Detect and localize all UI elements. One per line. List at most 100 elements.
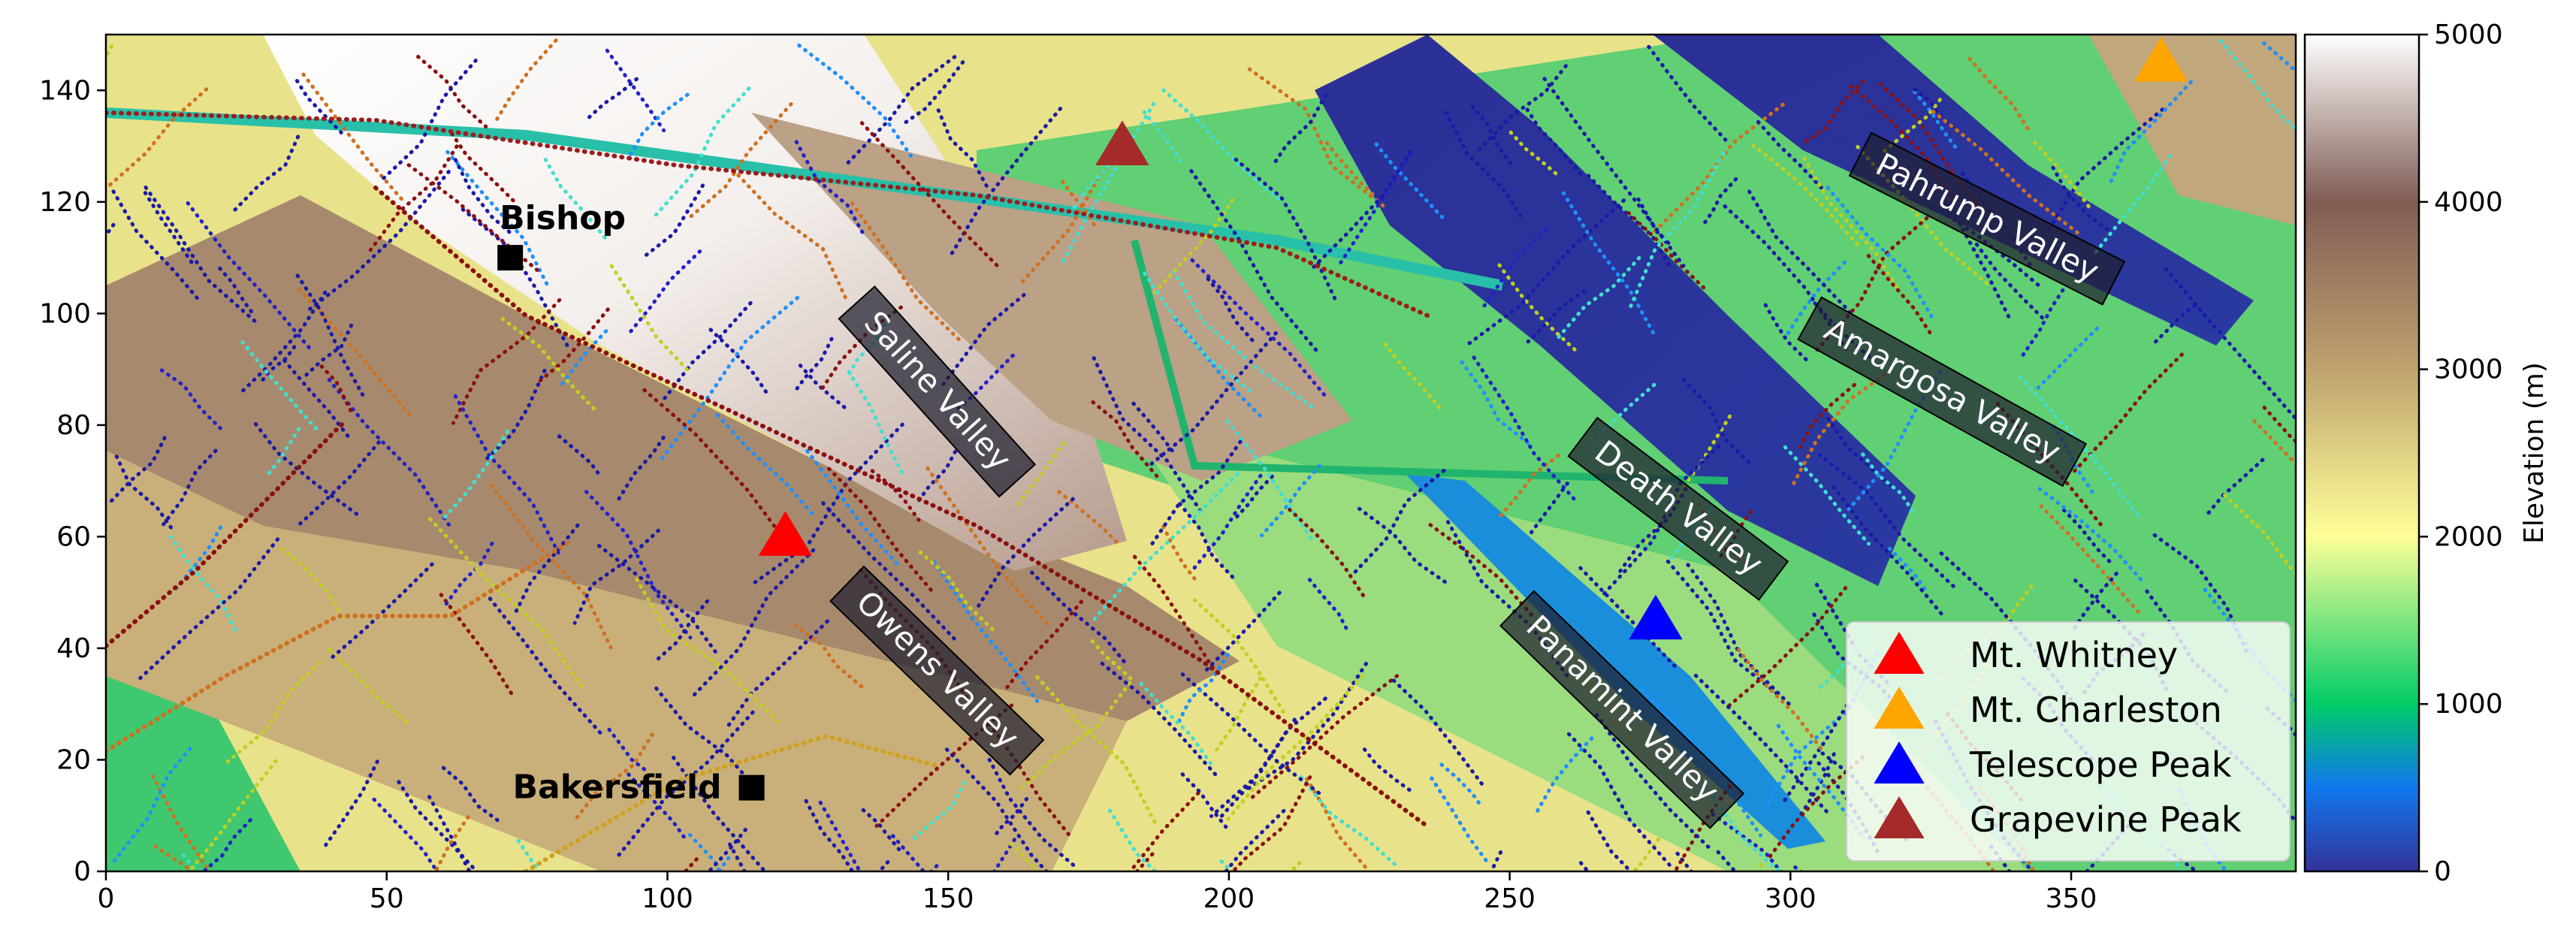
stream-line bbox=[1132, 554, 1216, 672]
stream-line bbox=[153, 844, 197, 871]
stream-line bbox=[2070, 352, 2184, 475]
stream-line bbox=[445, 149, 549, 287]
stream-line bbox=[303, 170, 451, 315]
stream-line bbox=[609, 264, 690, 373]
stream-line bbox=[805, 448, 902, 569]
river-line bbox=[373, 186, 1430, 829]
stream-line bbox=[433, 815, 470, 871]
stream-line bbox=[728, 842, 747, 871]
stream-line bbox=[652, 599, 710, 665]
stream-line bbox=[1832, 485, 1945, 617]
stream-line bbox=[1211, 676, 1263, 757]
stream-line bbox=[1989, 844, 2012, 871]
stream-line bbox=[1556, 255, 1641, 340]
colorbar-tick-label: 2000 bbox=[2434, 521, 2503, 552]
x-tick-label: 250 bbox=[1484, 883, 1536, 914]
stream-line bbox=[1781, 703, 1849, 805]
stream-line bbox=[1203, 590, 1282, 674]
stream-line bbox=[1058, 101, 1156, 268]
stream-line bbox=[2018, 375, 2142, 520]
stream-line bbox=[1817, 453, 1960, 593]
legend: Mt. Whitney Mt. Charleston Telescope Peak G… bbox=[1846, 621, 2291, 862]
stream-line bbox=[232, 134, 300, 213]
stream-line bbox=[1826, 186, 1934, 319]
stream-line bbox=[536, 307, 610, 384]
x-tick-label: 350 bbox=[2046, 883, 2097, 914]
stream-line bbox=[500, 317, 598, 412]
stream-line bbox=[1139, 681, 1213, 765]
stream-line bbox=[912, 780, 967, 841]
stream-line bbox=[1260, 463, 1321, 538]
valley-label-box bbox=[1848, 131, 2126, 306]
stream-line bbox=[1626, 211, 1706, 290]
stream-line bbox=[847, 370, 907, 479]
colorbar-frame bbox=[2303, 33, 2420, 873]
stream-line bbox=[372, 797, 439, 871]
stream-line bbox=[143, 191, 195, 267]
stream-line bbox=[1796, 382, 1856, 452]
stream-line bbox=[1030, 570, 1130, 669]
stream-line bbox=[1756, 119, 1824, 190]
terrain-charleston-massif bbox=[2088, 35, 2296, 225]
legend-marker bbox=[1874, 741, 1925, 783]
stream-line bbox=[932, 560, 1040, 703]
stream-line bbox=[489, 483, 616, 655]
stream-line bbox=[1763, 303, 1809, 362]
stream-line bbox=[1161, 524, 1200, 586]
stream-line bbox=[1134, 852, 1155, 871]
stream-line bbox=[488, 596, 605, 738]
stream-line bbox=[294, 79, 344, 136]
stream-line bbox=[441, 765, 503, 824]
stream-line bbox=[660, 300, 753, 403]
stream-line bbox=[1190, 258, 1329, 400]
stream-line bbox=[1508, 130, 1559, 177]
stream-line bbox=[1800, 80, 1865, 146]
stream-line bbox=[987, 757, 1078, 869]
stream-line bbox=[159, 368, 222, 430]
stream-line bbox=[158, 448, 218, 531]
terrain-panamint-floor bbox=[1405, 473, 1826, 849]
stream-line bbox=[1861, 452, 1917, 517]
stream-line bbox=[1234, 157, 1338, 302]
stream-line bbox=[327, 648, 409, 724]
stream-line bbox=[749, 422, 904, 587]
stream-line bbox=[941, 293, 1026, 387]
colorbar-tick-label: 3000 bbox=[2434, 355, 2503, 385]
stream-line bbox=[1091, 400, 1159, 479]
stream-line bbox=[1527, 482, 1569, 538]
stream-line bbox=[225, 661, 322, 765]
stream-line bbox=[1476, 64, 1568, 152]
stream-line bbox=[708, 328, 771, 397]
stream-line bbox=[2070, 572, 2118, 634]
stream-line bbox=[1751, 143, 1860, 247]
stream-line bbox=[585, 77, 639, 121]
stream-line bbox=[1357, 506, 1450, 586]
stream-line bbox=[237, 290, 328, 397]
stream-line bbox=[2037, 487, 2145, 584]
stream-line bbox=[573, 732, 654, 823]
stream-line bbox=[439, 430, 509, 524]
stream-line bbox=[2206, 457, 2265, 515]
stream-line bbox=[1391, 678, 1485, 787]
stream-line bbox=[725, 619, 829, 729]
stream-line bbox=[2149, 303, 2197, 349]
stream-line bbox=[295, 273, 368, 403]
river-line bbox=[106, 110, 1430, 318]
y-tick-label: 80 bbox=[56, 410, 91, 441]
stream-line bbox=[1299, 775, 1400, 870]
stream-line bbox=[1525, 107, 1586, 179]
stream-line bbox=[134, 537, 280, 684]
stream-line bbox=[1230, 775, 1312, 871]
stream-line bbox=[2020, 288, 2065, 358]
stream-line bbox=[1931, 110, 2084, 238]
stream-line bbox=[439, 593, 515, 697]
y-tick-label: 0 bbox=[74, 856, 91, 887]
colorbar-ticks: 0 1000 2000 3000 4000 5000 bbox=[2419, 20, 2503, 887]
stream-line bbox=[453, 394, 561, 556]
stream-line bbox=[444, 542, 494, 606]
stream-line bbox=[1430, 776, 1490, 866]
stream-line bbox=[1444, 110, 1527, 223]
stream-line bbox=[861, 808, 905, 856]
stream-line bbox=[821, 501, 959, 643]
stream-line bbox=[150, 774, 213, 871]
